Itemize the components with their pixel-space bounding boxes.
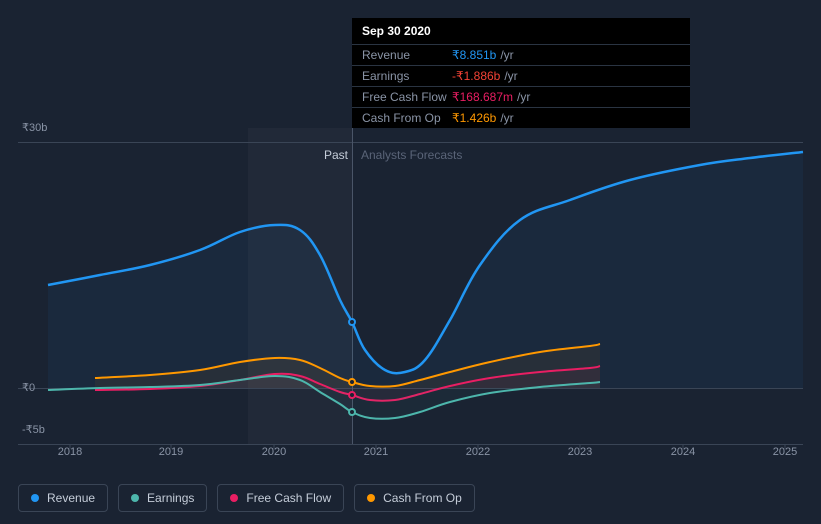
legend-item-earnings[interactable]: Earnings — [118, 484, 207, 512]
legend-dot — [367, 494, 375, 502]
series-marker — [348, 391, 356, 399]
x-axis-label: 2018 — [58, 446, 82, 458]
x-axis-label: 2021 — [364, 446, 388, 458]
top-gridline — [18, 142, 803, 143]
series-marker — [348, 378, 356, 386]
tooltip-row-unit: /yr — [504, 69, 517, 83]
tooltip-row-value: -₹1.886b — [452, 69, 500, 83]
tooltip-row: Revenue₹8.851b/yr — [352, 44, 690, 65]
legend-dot — [230, 494, 238, 502]
tooltip-row: Earnings-₹1.886b/yr — [352, 65, 690, 86]
legend-label: Revenue — [47, 491, 95, 505]
tooltip-row: Cash From Op₹1.426b/yr — [352, 107, 690, 128]
tooltip-row-value: ₹1.426b — [452, 111, 496, 125]
x-axis-label: 2020 — [262, 446, 286, 458]
tooltip-row-label: Cash From Op — [362, 111, 452, 125]
series-marker — [348, 408, 356, 416]
forecast-label: Analysts Forecasts — [361, 148, 462, 162]
tooltip-date: Sep 30 2020 — [352, 18, 690, 44]
x-axis-label: 2022 — [466, 446, 490, 458]
x-axis-label: 2025 — [773, 446, 797, 458]
tooltip-row-unit: /yr — [517, 90, 530, 104]
bottom-gridline — [18, 444, 803, 445]
tooltip-row-label: Earnings — [362, 69, 452, 83]
tooltip-row-unit: /yr — [500, 111, 513, 125]
legend-label: Cash From Op — [383, 491, 462, 505]
tooltip-row-label: Free Cash Flow — [362, 90, 452, 104]
series-marker — [348, 318, 356, 326]
legend-label: Earnings — [147, 491, 194, 505]
zero-gridline — [18, 388, 803, 389]
tooltip-row: Free Cash Flow₹168.687m/yr — [352, 86, 690, 107]
legend-dot — [31, 494, 39, 502]
financial-chart: Past Analysts Forecasts ₹30b ₹0 -₹5b 2018 2… — [0, 0, 821, 524]
y-axis-label: -₹5b — [22, 423, 45, 436]
legend-item-revenue[interactable]: Revenue — [18, 484, 108, 512]
chart-legend: Revenue Earnings Free Cash Flow Cash From O… — [18, 484, 475, 512]
x-axis-label: 2024 — [671, 446, 695, 458]
past-label: Past — [324, 148, 348, 162]
legend-item-free-cash-flow[interactable]: Free Cash Flow — [217, 484, 344, 512]
highlight-band — [248, 128, 352, 444]
tooltip-row-value: ₹168.687m — [452, 90, 513, 104]
x-axis-label: 2019 — [159, 446, 183, 458]
x-axis-label: 2023 — [568, 446, 592, 458]
legend-item-cash-from-op[interactable]: Cash From Op — [354, 484, 475, 512]
y-axis-label: ₹0 — [22, 381, 35, 394]
y-axis-label: ₹30b — [22, 121, 47, 134]
tooltip-row-value: ₹8.851b — [452, 48, 496, 62]
legend-label: Free Cash Flow — [246, 491, 331, 505]
tooltip-row-label: Revenue — [362, 48, 452, 62]
tooltip-row-unit: /yr — [500, 48, 513, 62]
hover-tooltip: Sep 30 2020 Revenue₹8.851b/yrEarnings-₹1… — [352, 18, 690, 128]
legend-dot — [131, 494, 139, 502]
